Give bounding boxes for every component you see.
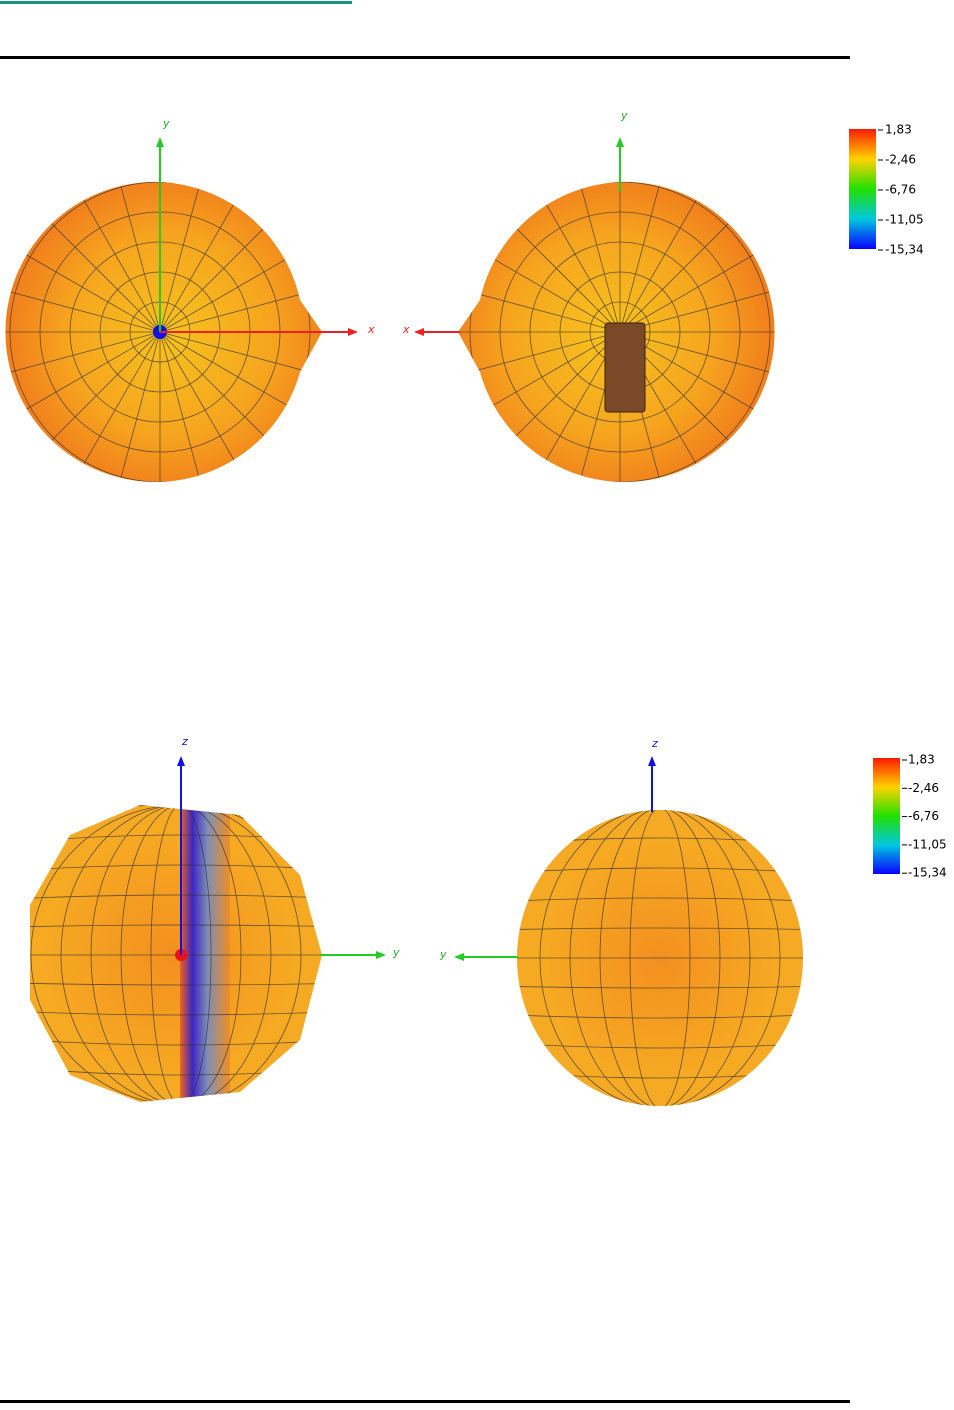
colorbar-label: 1,83 xyxy=(908,753,935,767)
mesh-parallel xyxy=(30,982,322,986)
axis-label: z xyxy=(651,737,658,750)
mesh-parallel xyxy=(517,927,803,931)
pattern-bottom-right xyxy=(517,810,803,1106)
colorbar xyxy=(873,758,900,874)
mesh-spoke xyxy=(5,279,161,333)
arrow xyxy=(414,328,424,336)
mesh-spoke xyxy=(567,181,621,333)
mesh-spoke xyxy=(5,331,161,385)
mesh-spoke xyxy=(159,331,213,482)
mesh-parallel xyxy=(517,1013,803,1019)
axis-label: y xyxy=(392,946,400,959)
axis-label: y xyxy=(162,117,170,130)
arrow xyxy=(376,951,386,959)
axis-label: z xyxy=(181,735,188,748)
colorbar-ticks: 1,83 -2,46 -6,76 -11,05 -15,34 1,83 -2,46 -6,76… xyxy=(878,123,947,880)
mesh-parallel xyxy=(517,985,803,989)
arrow xyxy=(648,756,656,766)
pattern-null xyxy=(180,805,230,1102)
module-image xyxy=(604,322,646,413)
colorbar-label: -11,05 xyxy=(885,213,924,227)
footer-line xyxy=(0,1400,850,1403)
colorbar-label: -6,76 xyxy=(885,183,916,197)
axis-label: x xyxy=(402,323,410,336)
arrow xyxy=(348,328,358,336)
header-rule xyxy=(0,1,352,4)
arrow xyxy=(616,137,624,147)
mesh-spoke xyxy=(619,331,775,385)
mesh-spoke xyxy=(107,181,161,333)
mesh-spoke xyxy=(619,181,673,333)
colorbar-label: -11,05 xyxy=(908,837,947,851)
header-line xyxy=(0,56,850,59)
axis-label: x xyxy=(367,323,375,336)
arrow xyxy=(177,756,185,766)
axis-label: y xyxy=(620,109,628,122)
colorbar xyxy=(849,129,876,249)
mesh-parallel xyxy=(517,897,803,903)
colorbar-label: -2,46 xyxy=(885,153,916,167)
arrow xyxy=(454,953,464,961)
axes: y x y x z y z y xyxy=(156,109,658,961)
mesh-spoke xyxy=(159,181,213,333)
arrow xyxy=(156,137,164,147)
axis-label: y xyxy=(439,948,447,961)
colorbar-label: 1,83 xyxy=(885,123,912,137)
mesh-spoke xyxy=(107,331,161,482)
colorbar-label: -6,76 xyxy=(908,809,939,823)
colorbar-label: -15,34 xyxy=(908,866,947,880)
mesh-parallel xyxy=(30,1010,322,1016)
patterns xyxy=(5,181,803,1106)
colorbar-label: -15,34 xyxy=(885,243,924,257)
colorbar-label: -2,46 xyxy=(908,781,939,795)
mesh-spoke xyxy=(619,279,775,333)
